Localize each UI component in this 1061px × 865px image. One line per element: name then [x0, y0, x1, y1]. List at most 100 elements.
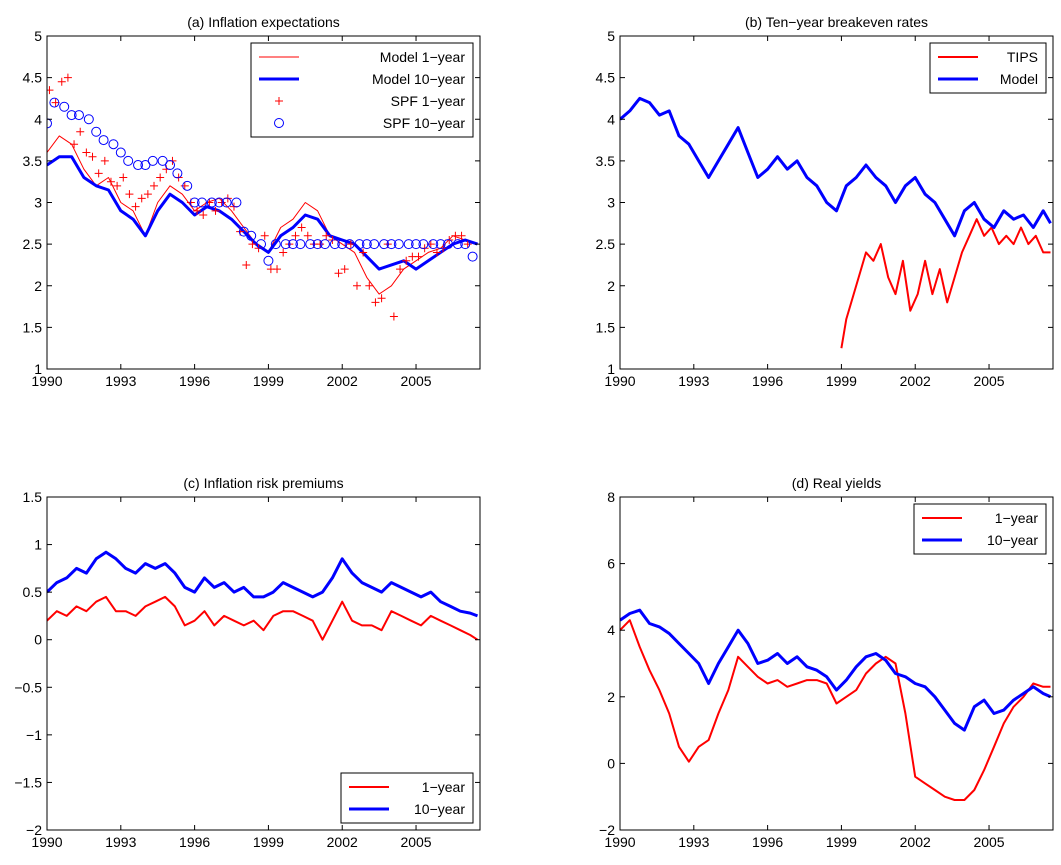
- data-point-plus: [125, 190, 134, 199]
- y-tick-label: 4.5: [596, 70, 616, 86]
- legend-label: TIPS: [1007, 49, 1038, 65]
- data-point-plus: [137, 194, 146, 203]
- data-point-circle: [263, 255, 274, 266]
- data-point-plus: [322, 231, 331, 240]
- data-point-circle: [428, 239, 439, 250]
- data-point-circle: [157, 155, 168, 166]
- legend-swatch-plus: [275, 97, 283, 105]
- data-point-circle: [295, 239, 306, 250]
- x-tick-label: 1993: [678, 373, 709, 389]
- axes-box: [46, 496, 481, 831]
- data-point-plus: [143, 190, 152, 199]
- x-tick-label: 1993: [105, 834, 136, 850]
- y-tick-label: 3.5: [23, 153, 43, 169]
- y-tick-label: 0.5: [23, 584, 43, 600]
- y-tick-label: 2.5: [596, 236, 616, 252]
- x-tick-label: 1993: [678, 834, 709, 850]
- data-point-circle: [411, 239, 422, 250]
- data-point-plus: [297, 223, 306, 232]
- x-tick-label: 1999: [826, 373, 857, 389]
- data-point-plus: [365, 281, 374, 290]
- data-point-plus: [457, 231, 466, 240]
- data-point-circle: [115, 147, 126, 158]
- data-point-plus: [463, 240, 472, 249]
- data-point-plus: [76, 127, 85, 136]
- y-tick-label: 3.5: [596, 153, 616, 169]
- data-point-plus: [180, 181, 189, 190]
- legend-label: SPF 10−year: [383, 115, 465, 131]
- x-tick-label: 2005: [973, 834, 1004, 850]
- data-point-plus: [47, 86, 54, 95]
- data-point-plus: [242, 260, 251, 269]
- series-line: [620, 608, 1052, 732]
- y-tick-label: 1: [34, 361, 42, 377]
- x-tick-label: 2005: [400, 373, 431, 389]
- legend-box: [250, 42, 474, 138]
- data-point-plus: [334, 269, 343, 278]
- y-tick-label: 3: [34, 195, 42, 211]
- x-tick-label: 1999: [826, 834, 857, 850]
- chart-title: (c) Inflation risk premiums: [183, 475, 343, 491]
- chart-title: (a) Inflation expectations: [187, 14, 340, 30]
- data-point-circle: [443, 239, 454, 250]
- y-tick-label: 1.5: [23, 319, 43, 335]
- data-point-plus: [279, 248, 288, 257]
- data-point-circle: [329, 239, 340, 250]
- y-tick-label: 2: [607, 278, 615, 294]
- data-point-circle: [393, 239, 404, 250]
- data-point-plus: [63, 73, 72, 82]
- data-point-plus: [303, 231, 312, 240]
- data-point-plus: [260, 231, 269, 240]
- data-point-plus: [199, 210, 208, 219]
- data-point-plus: [340, 265, 349, 274]
- legend-label: Model: [1000, 71, 1038, 87]
- data-point-circle: [467, 251, 478, 262]
- data-point-circle: [379, 239, 390, 250]
- series-group: [47, 73, 478, 321]
- data-point-circle: [59, 101, 70, 112]
- data-point-circle: [83, 114, 94, 125]
- data-point-circle: [435, 239, 446, 250]
- x-tick-label: 1996: [179, 373, 210, 389]
- data-point-circle: [196, 197, 207, 208]
- legend-label: 10−year: [414, 801, 465, 817]
- data-point-plus: [273, 265, 282, 274]
- data-point-plus: [371, 298, 380, 307]
- x-tick-label: 1990: [604, 373, 635, 389]
- series-line: [840, 218, 1051, 349]
- data-point-circle: [452, 239, 463, 250]
- legend-label: SPF 1−year: [391, 93, 466, 109]
- y-tick-label: 0: [607, 755, 615, 771]
- data-point-circle: [403, 239, 414, 250]
- y-tick-label: 2.5: [23, 236, 43, 252]
- legend-label: 1−year: [995, 510, 1039, 526]
- data-point-circle: [165, 160, 176, 171]
- y-tick-label: 1: [34, 537, 42, 553]
- data-point-circle: [369, 239, 380, 250]
- x-tick-label: 1996: [179, 834, 210, 850]
- data-point-plus: [106, 177, 115, 186]
- data-point-plus: [346, 240, 355, 249]
- y-tick-label: 8: [607, 489, 615, 505]
- data-point-circle: [386, 239, 397, 250]
- data-point-plus: [57, 77, 66, 86]
- data-point-plus: [193, 206, 202, 215]
- data-point-circle: [238, 226, 249, 237]
- y-tick-label: 2: [34, 278, 42, 294]
- y-tick-label: −1: [26, 727, 42, 743]
- series-line: [47, 550, 479, 618]
- data-point-circle: [91, 126, 102, 137]
- chart-title: (b) Ten−year breakeven rates: [745, 14, 928, 30]
- data-point-circle: [280, 239, 291, 250]
- series-line: [47, 595, 479, 641]
- y-tick-label: −2: [599, 822, 615, 838]
- legend-box: [913, 503, 1047, 555]
- data-point-plus: [248, 240, 257, 249]
- data-point-circle: [361, 239, 372, 250]
- x-tick-label: 1996: [752, 834, 783, 850]
- series-line: [47, 155, 478, 271]
- data-point-plus: [156, 173, 165, 182]
- series-line: [620, 619, 1051, 801]
- data-point-circle: [354, 239, 365, 250]
